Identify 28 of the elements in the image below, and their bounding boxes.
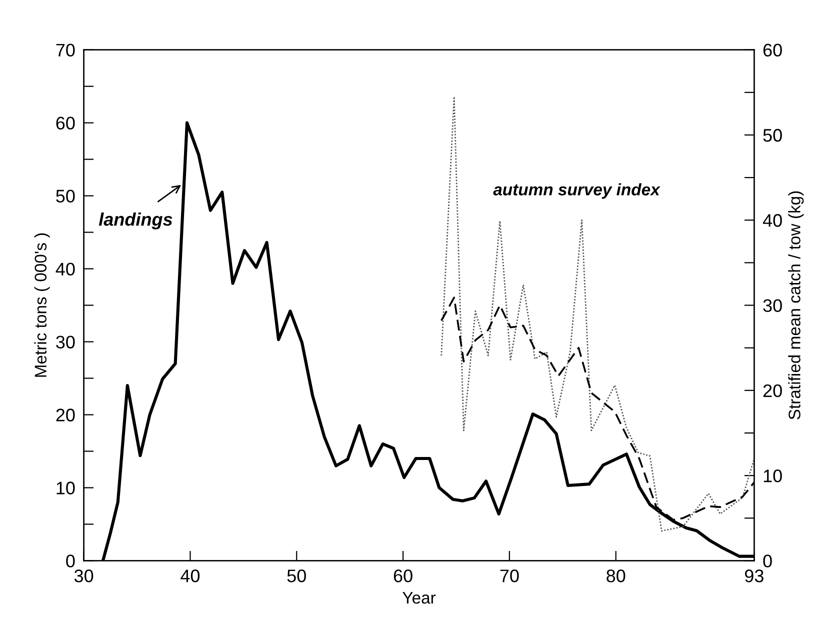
line-series [440, 96, 754, 532]
x-tick-label: 60 [394, 570, 412, 582]
y2-tick-label: 30 [763, 299, 782, 312]
series-label: autumn survey index [493, 183, 660, 199]
y2-tick-label: 0 [763, 554, 772, 568]
y-tick-label: 0 [66, 554, 75, 568]
y-tick-label: 50 [56, 190, 75, 203]
y2-tick-label: 20 [763, 384, 782, 398]
y2-axis-title: Stratified mean catch / tow (kg) [788, 191, 804, 420]
legend-label: landings [98, 212, 172, 230]
x-axis-title: Year [402, 592, 436, 604]
x-tick-label: 30 [74, 570, 94, 582]
y-tick-label: 20 [56, 408, 75, 422]
y-tick-label: 30 [56, 336, 75, 348]
x-tick-label: 70 [500, 570, 519, 582]
y-axis-title: Metric tons ( 000's ) [34, 233, 50, 377]
y-tick-label: 40 [56, 262, 75, 276]
y-tick-label: 60 [56, 116, 75, 130]
x-tick-label: 80 [606, 570, 626, 582]
y2-tick-label: 10 [764, 469, 782, 482]
y-tick-label: 10 [56, 482, 75, 494]
y-tick-label: 70 [56, 44, 75, 57]
y2-tick-label: 50 [763, 128, 782, 142]
y2-tick-label: 40 [762, 214, 782, 227]
x-tick-label: 50 [287, 570, 306, 582]
x-tick-label: 40 [180, 570, 200, 582]
y2-tick-label: 60 [763, 44, 782, 57]
x-tick-label: 93 [745, 570, 764, 582]
